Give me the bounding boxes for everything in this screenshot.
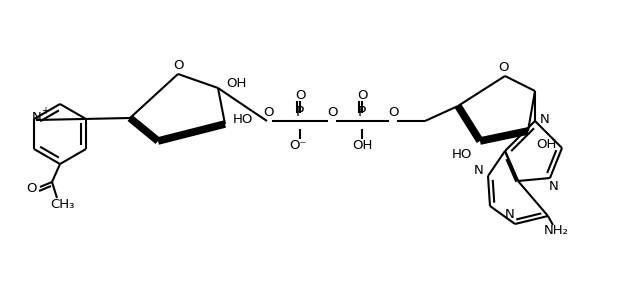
Text: O: O (295, 89, 305, 102)
Text: O: O (356, 89, 367, 102)
Text: O: O (173, 59, 183, 72)
Text: HO: HO (452, 147, 472, 160)
Text: N: N (32, 110, 42, 123)
Text: O: O (263, 105, 273, 118)
Text: O: O (26, 183, 36, 195)
Text: N: N (505, 208, 515, 221)
Text: P: P (296, 105, 304, 119)
Text: O: O (327, 105, 337, 118)
Text: O: O (498, 60, 508, 73)
Text: N: N (549, 181, 559, 194)
Text: P: P (358, 105, 366, 119)
Text: OH: OH (352, 139, 372, 152)
Text: OH: OH (226, 76, 246, 89)
Text: OH: OH (536, 138, 556, 150)
Text: NH₂: NH₂ (543, 223, 568, 237)
Text: N: N (540, 112, 550, 126)
Text: O⁻: O⁻ (289, 139, 307, 152)
Text: CH₃: CH₃ (50, 199, 74, 212)
Text: +: + (41, 106, 49, 116)
Text: N: N (474, 165, 484, 178)
Text: O: O (388, 105, 398, 118)
Text: HO: HO (233, 112, 253, 126)
